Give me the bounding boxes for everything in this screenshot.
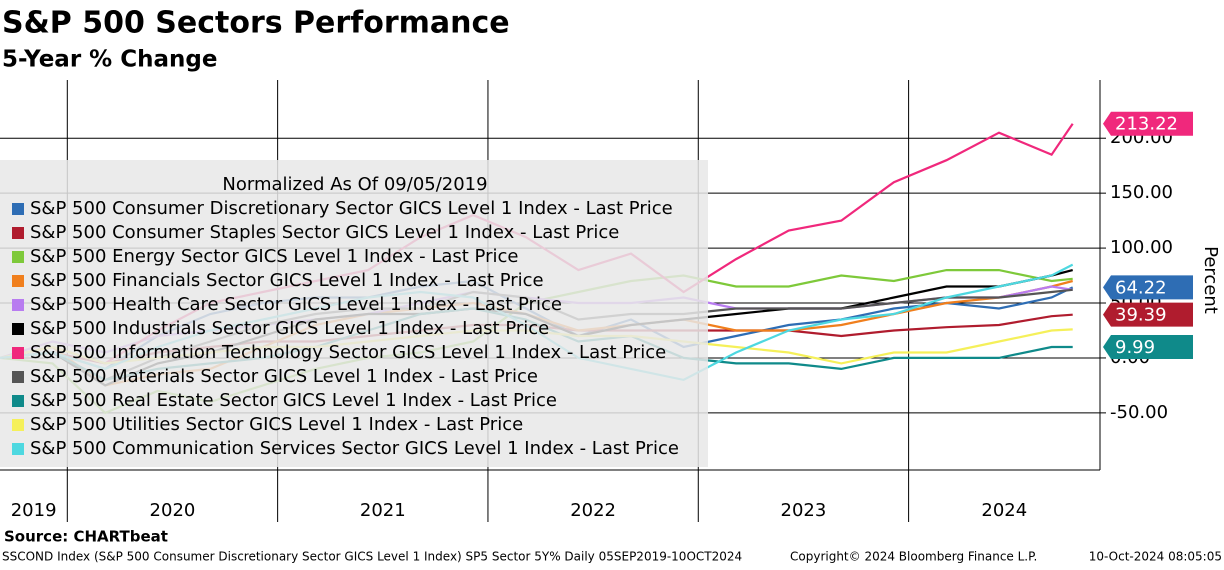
legend-label: S&P 500 Industrials Sector GICS Level 1 …	[30, 318, 549, 339]
legend-label: S&P 500 Information Technology Sector GI…	[30, 342, 666, 363]
legend-swatch	[12, 299, 24, 311]
end-label-tag	[1103, 111, 1193, 136]
x-tick-label: 2024	[981, 500, 1027, 521]
x-tick-label: 2023	[781, 500, 827, 521]
legend-swatch	[12, 443, 24, 455]
y-tick-label: 100.00	[1110, 237, 1173, 258]
y-tick-label: 150.00	[1110, 182, 1173, 203]
legend-label: S&P 500 Consumer Discretionary Sector GI…	[30, 198, 673, 219]
legend-swatch	[12, 395, 24, 407]
legend-swatch	[12, 419, 24, 431]
end-label: 64.22	[1115, 277, 1167, 298]
y-tick-label: -50.00	[1110, 402, 1168, 423]
source: Source: CHARTbeat	[4, 528, 168, 546]
legend-label: S&P 500 Communication Services Sector GI…	[30, 438, 679, 459]
footer-copyright: Copyright© 2024 Bloomberg Finance L.P.	[790, 550, 1037, 564]
end-label: 39.39	[1115, 305, 1167, 326]
legend-label: S&P 500 Utilities Sector GICS Level 1 In…	[30, 414, 523, 435]
y-axis-title: Percent	[1200, 246, 1221, 314]
footer-date: 10-Oct-2024 08:05:05	[1089, 550, 1222, 564]
end-label: 213.22	[1115, 114, 1178, 135]
chart-subtitle: 5-Year % Change	[2, 47, 217, 73]
end-label-tag	[1103, 275, 1193, 300]
legend-label: S&P 500 Materials Sector GICS Level 1 In…	[30, 366, 538, 387]
legend-swatch	[12, 251, 24, 263]
legend-title: Normalized As Of 09/05/2019	[222, 174, 487, 195]
legend-label: S&P 500 Health Care Sector GICS Level 1 …	[30, 294, 562, 315]
x-tick-label: 2019	[11, 500, 57, 521]
legend-swatch	[12, 203, 24, 215]
legend-swatch	[12, 371, 24, 383]
legend-box	[0, 160, 708, 467]
x-tick-label: 2022	[570, 500, 616, 521]
legend-label: S&P 500 Consumer Staples Sector GICS Lev…	[30, 222, 619, 243]
end-label: 9.99	[1115, 337, 1155, 358]
x-tick-label: 2020	[150, 500, 196, 521]
legend-swatch	[12, 347, 24, 359]
legend-swatch	[12, 323, 24, 335]
legend-label: S&P 500 Energy Sector GICS Level 1 Index…	[30, 246, 518, 267]
chart-title: S&P 500 Sectors Performance	[2, 6, 510, 41]
legend-label: S&P 500 Financials Sector GICS Level 1 I…	[30, 270, 544, 291]
x-tick-label: 2021	[360, 500, 406, 521]
legend-swatch	[12, 227, 24, 239]
legend-swatch	[12, 275, 24, 287]
footer-left: SSCOND Index (S&P 500 Consumer Discretio…	[2, 550, 742, 564]
end-label-tag	[1103, 334, 1193, 359]
legend-label: S&P 500 Real Estate Sector GICS Level 1 …	[30, 390, 557, 411]
end-label-tag	[1103, 302, 1193, 327]
